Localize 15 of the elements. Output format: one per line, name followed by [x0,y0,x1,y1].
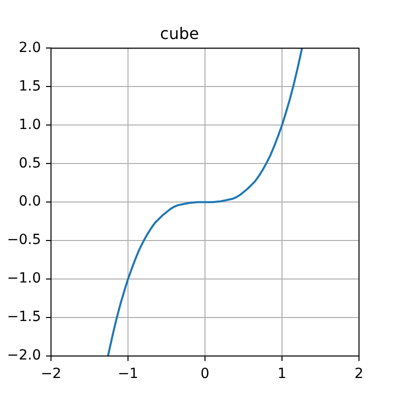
x-tick-label: 0 [200,366,210,382]
y-tick-label: −0.5 [7,232,41,248]
y-tick-label: 2.0 [18,40,41,56]
chart-title: cube [160,24,199,43]
y-tick-label: 0.5 [18,155,41,172]
x-tick-label: −2 [40,366,62,382]
x-tick-label: 1 [278,366,286,382]
y-tick-label: 1.0 [18,116,41,133]
y-tick-label: −2.0 [7,348,41,364]
y-tick-label: −1.0 [7,270,41,287]
y-tick-label: 1.5 [18,78,41,94]
y-tick-label: 0.0 [18,194,41,210]
y-tick-label: −1.5 [7,309,41,326]
x-tick-label: 2 [354,366,364,382]
x-tick-label: −1 [118,366,138,382]
